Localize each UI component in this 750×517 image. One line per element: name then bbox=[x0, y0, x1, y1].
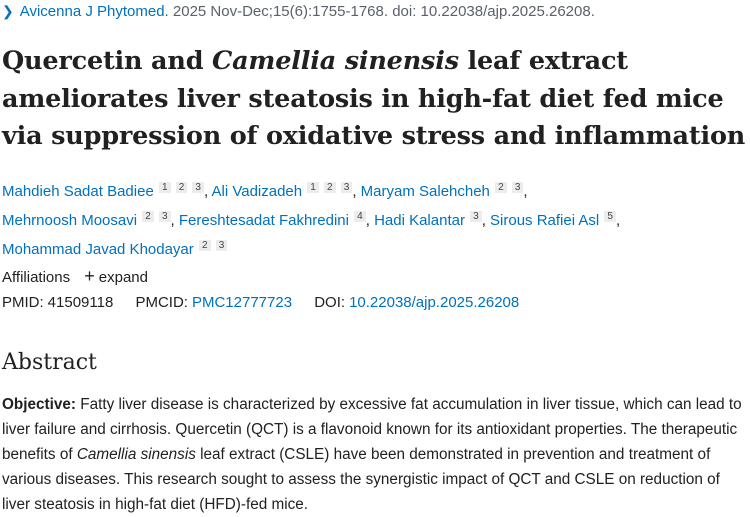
pmid-value: 41509118 bbox=[47, 294, 114, 311]
author: Ali Vadizadeh 1 2 3, bbox=[211, 182, 361, 200]
identifiers: PMID: 41509118 PMCID: PMC12777723 DOI: 10.2… bbox=[2, 294, 519, 311]
author: Mehrnoosh Moosavi 2 3, bbox=[2, 211, 179, 229]
affiliation-ref[interactable]: 4 bbox=[354, 211, 366, 222]
authors-list: Mahdieh Sadat Badiee 1 2 3, Ali Vadizade… bbox=[2, 175, 747, 262]
chevron-right-icon[interactable]: ❯ bbox=[2, 3, 14, 19]
author: Mahdieh Sadat Badiee 1 2 3, bbox=[2, 182, 212, 200]
abstract-sentence: Fatty liver disease is characterized by … bbox=[2, 396, 742, 463]
title-text: leaf extract ameliorates liver steatosis… bbox=[2, 46, 746, 151]
separator: , bbox=[615, 212, 621, 229]
affiliation-ref[interactable]: 3 bbox=[192, 182, 204, 193]
author: Mohammad Javad Khodayar 2 3 bbox=[2, 240, 228, 258]
separator: , bbox=[170, 212, 179, 229]
separator: , bbox=[352, 183, 361, 200]
journal-link[interactable]: Avicenna J Phytomed. bbox=[19, 3, 169, 20]
title-text: Quercetin and bbox=[2, 46, 213, 76]
affiliation-ref[interactable]: 1 bbox=[307, 182, 319, 193]
author-link[interactable]: Mohammad Javad Khodayar bbox=[2, 241, 194, 258]
abstract-italic: Camellia sinensis bbox=[76, 446, 196, 463]
pmcid-label: PMCID: bbox=[135, 294, 188, 311]
affiliation-ref[interactable]: 2 bbox=[198, 240, 211, 251]
title-italic: Camellia sinensis bbox=[212, 46, 459, 76]
doi-link[interactable]: 10.22038/ajp.2025.26208 bbox=[349, 294, 520, 311]
doi-label: DOI: bbox=[314, 294, 346, 311]
author-link[interactable]: Maryam Salehcheh bbox=[360, 183, 490, 200]
author: Maryam Salehcheh 2 3, bbox=[360, 182, 528, 200]
separator: , bbox=[523, 183, 528, 200]
affiliation-ref[interactable]: 5 bbox=[604, 211, 616, 222]
affiliations: Affiliations + expand bbox=[2, 266, 148, 287]
author-link[interactable]: Ali Vadizadeh bbox=[211, 183, 303, 200]
affiliation-ref[interactable]: 3 bbox=[511, 182, 524, 193]
author-link[interactable]: Fereshtesadat Fakhredini bbox=[178, 212, 349, 229]
author-link[interactable]: Sirous Rafiei Asl bbox=[490, 212, 600, 229]
citation-details: 2025 Nov-Dec;15(6):1755-1768. doi: 10.22… bbox=[172, 3, 595, 20]
affiliation-ref[interactable]: 2 bbox=[175, 182, 188, 193]
author-link[interactable]: Mahdieh Sadat Badiee bbox=[2, 183, 154, 200]
separator: , bbox=[481, 212, 491, 229]
author: Fereshtesadat Fakhredini 4, bbox=[178, 211, 375, 229]
affiliation-ref[interactable]: 3 bbox=[470, 211, 482, 222]
author-link[interactable]: Hadi Kalantar bbox=[374, 212, 465, 229]
abstract-heading: Abstract bbox=[2, 350, 97, 375]
affiliation-ref[interactable]: 2 bbox=[495, 182, 507, 193]
affiliation-ref[interactable]: 2 bbox=[142, 211, 154, 222]
pmid-label: PMID: bbox=[2, 294, 44, 311]
affiliation-ref[interactable]: 3 bbox=[340, 182, 353, 193]
abstract-text: Objective: Fatty liver disease is charac… bbox=[2, 392, 750, 517]
affiliation-ref[interactable]: 1 bbox=[158, 182, 171, 193]
article-title: Quercetin and Camellia sinensis leaf ext… bbox=[2, 43, 750, 156]
pmcid-link[interactable]: PMC12777723 bbox=[191, 294, 293, 311]
citation: ❯ Avicenna J Phytomed. 2025 Nov-Dec;15(6)… bbox=[2, 3, 595, 20]
author: Sirous Rafiei Asl 5, bbox=[490, 211, 621, 229]
objective-label: Objective: bbox=[2, 396, 76, 413]
plus-icon[interactable]: + bbox=[84, 266, 95, 286]
affiliations-label: Affiliations bbox=[2, 269, 71, 286]
affiliation-ref[interactable]: 2 bbox=[324, 182, 336, 193]
affiliation-ref[interactable]: 3 bbox=[215, 240, 228, 251]
author: Hadi Kalantar 3, bbox=[374, 211, 491, 229]
separator: , bbox=[365, 212, 375, 229]
separator: , bbox=[203, 183, 212, 200]
author-link[interactable]: Mehrnoosh Moosavi bbox=[2, 212, 138, 229]
affiliation-ref[interactable]: 3 bbox=[158, 211, 171, 222]
expand-button[interactable]: expand bbox=[98, 269, 148, 286]
